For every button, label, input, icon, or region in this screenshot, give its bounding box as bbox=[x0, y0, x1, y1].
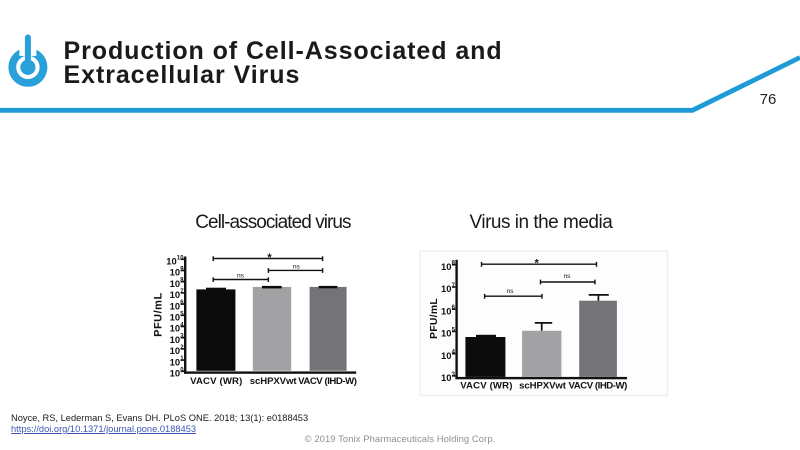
svg-text:102: 102 bbox=[170, 345, 185, 356]
svg-text:103: 103 bbox=[441, 372, 456, 383]
svg-text:VACV (WR): VACV (WR) bbox=[460, 380, 512, 391]
svg-text:PFU/mL: PFU/mL bbox=[152, 292, 164, 337]
svg-text:103: 103 bbox=[170, 334, 185, 345]
svg-text:106: 106 bbox=[441, 305, 456, 316]
svg-text:104: 104 bbox=[441, 350, 456, 361]
svg-text:VACV (IHD-W): VACV (IHD-W) bbox=[569, 380, 628, 391]
svg-text:ns: ns bbox=[564, 273, 572, 280]
svg-text:scHPXVwt: scHPXVwt bbox=[519, 380, 567, 391]
svg-text:Cell-associated virus: Cell-associated virus bbox=[195, 212, 351, 233]
svg-text:VACV (WR): VACV (WR) bbox=[190, 376, 242, 387]
svg-text:*: * bbox=[267, 252, 272, 264]
svg-text:105: 105 bbox=[441, 327, 456, 338]
svg-text:PFU/mL: PFU/mL bbox=[429, 298, 440, 339]
svg-text:108: 108 bbox=[170, 278, 185, 289]
svg-text:101: 101 bbox=[170, 356, 185, 367]
svg-text:1010: 1010 bbox=[166, 255, 184, 266]
svg-text:scHPXVwt: scHPXVwt bbox=[250, 376, 298, 387]
svg-text:109: 109 bbox=[170, 267, 185, 278]
svg-text:108: 108 bbox=[441, 261, 456, 272]
svg-text:107: 107 bbox=[170, 289, 185, 300]
svg-text:106: 106 bbox=[170, 300, 185, 311]
svg-text:104: 104 bbox=[170, 323, 185, 334]
svg-text:ns: ns bbox=[507, 288, 515, 295]
svg-text:105: 105 bbox=[170, 311, 185, 322]
svg-text:*: * bbox=[535, 258, 540, 270]
svg-text:ns: ns bbox=[237, 273, 245, 280]
svg-text:100: 100 bbox=[170, 367, 185, 378]
svg-text:ns: ns bbox=[293, 263, 301, 270]
svg-text:VACV (IHD-W): VACV (IHD-W) bbox=[298, 376, 357, 387]
svg-text:107: 107 bbox=[441, 283, 456, 294]
svg-text:Virus in the media: Virus in the media bbox=[470, 212, 614, 233]
